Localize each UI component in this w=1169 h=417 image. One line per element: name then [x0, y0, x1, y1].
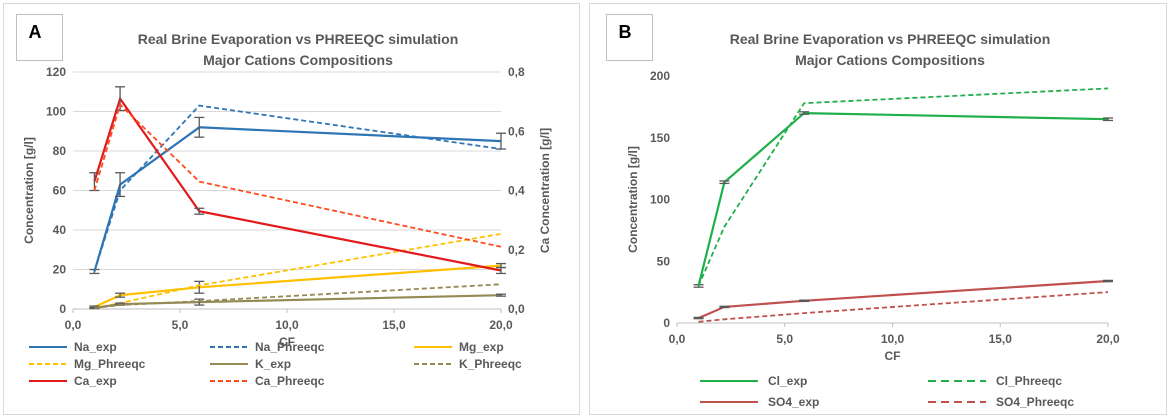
legend-label: SO4_Phreeqc	[996, 395, 1074, 409]
x-axis-title: CF	[885, 349, 901, 363]
y-tick-label: 100	[650, 193, 670, 207]
x-tick-label: 10,0	[275, 318, 299, 332]
y-tick-label: 100	[46, 105, 66, 119]
x-tick-label: 5,0	[172, 318, 189, 332]
series-k-phreeqc-line	[94, 283, 502, 309]
chart-panel-b: B Real Brine Evaporation vs PHREEQC simul…	[589, 3, 1167, 415]
legend-label: Na_exp	[74, 340, 117, 354]
y-tick-label: 0	[59, 302, 66, 316]
y2-tick-label: 0,6	[508, 124, 525, 138]
legend-label: K_exp	[255, 357, 291, 371]
y-tick-label: 150	[650, 131, 670, 145]
panel-label-box	[16, 14, 63, 61]
y2-tick-label: 0,2	[508, 243, 525, 257]
y-tick-label: 0	[663, 316, 670, 330]
y-tick-label: 50	[657, 254, 671, 268]
y-axis-title: Concentration [g/l]	[626, 146, 640, 253]
panel-label: A	[29, 22, 42, 42]
x-tick-label: 15,0	[382, 318, 406, 332]
panel-label: B	[619, 22, 632, 42]
y2-axis-title: Ca Concentration [g/l]	[538, 128, 552, 253]
y-axis-title: Concentration [g/l]	[22, 137, 36, 244]
legend-label: Ca_Phreeqc	[255, 374, 325, 388]
panel-frame	[589, 3, 1167, 415]
chart-panel-a: A Real Brine Evaporation vs PHREEQC simul…	[3, 3, 580, 415]
chart-title: Real Brine Evaporation vs PHREEQC simula…	[730, 31, 1051, 47]
y-tick-label: 40	[53, 223, 67, 237]
series-cl-phreeqc-line	[697, 87, 1109, 287]
legend-label: Cl_exp	[768, 374, 807, 388]
x-tick-label: 15,0	[989, 332, 1013, 346]
legend-label: K_Phreeqc	[459, 357, 522, 371]
x-tick-label: 5,0	[776, 332, 793, 346]
y-tick-label: 60	[53, 184, 67, 198]
legend-label: Ca_exp	[74, 374, 117, 388]
chart-title: Real Brine Evaporation vs PHREEQC simula…	[138, 31, 459, 47]
y-tick-label: 80	[53, 144, 67, 158]
series-mg-exp-line	[93, 264, 502, 308]
x-tick-label: 20,0	[1096, 332, 1120, 346]
y2-tick-label: 0,8	[508, 65, 525, 79]
series-so4-phreeqc-line	[698, 291, 1109, 323]
chart-subtitle: Major Cations Compositions	[795, 52, 985, 68]
series-na-phreeqc-line	[93, 104, 502, 272]
legend-label: Mg_exp	[459, 340, 504, 354]
legend-label: Mg_Phreeqc	[74, 357, 146, 371]
y2-tick-label: 0,0	[508, 302, 525, 316]
y-tick-label: 120	[46, 65, 66, 79]
y-tick-label: 200	[650, 69, 670, 83]
x-tick-label: 20,0	[489, 318, 513, 332]
y2-tick-label: 0,4	[508, 184, 525, 198]
series-mg-phreeqc-line	[94, 233, 502, 309]
panel-label-box	[606, 14, 653, 61]
series-so4-exp-line	[698, 279, 1109, 320]
x-tick-label: 0,0	[669, 332, 686, 346]
legend-label: SO4_exp	[768, 395, 819, 409]
series-ca-exp-line	[93, 96, 502, 272]
series-ca-phreeqc-line	[93, 102, 502, 248]
x-tick-label: 10,0	[881, 332, 905, 346]
legend-label: Na_Phreeqc	[255, 340, 325, 354]
legend-label: Cl_Phreeqc	[996, 374, 1062, 388]
x-tick-label: 0,0	[65, 318, 82, 332]
chart-subtitle: Major Cations Compositions	[203, 52, 393, 68]
x-axis-title: CF	[279, 335, 295, 349]
series-cl-exp-line	[697, 111, 1109, 287]
y-tick-label: 20	[53, 263, 67, 277]
